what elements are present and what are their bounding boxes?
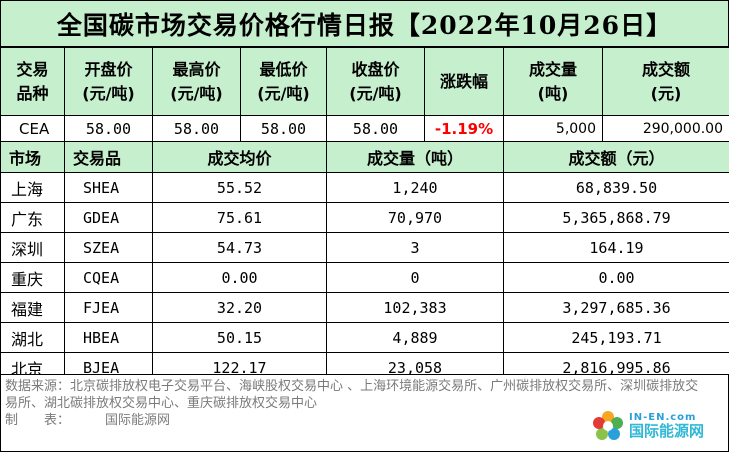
code-cell: SHEA (64, 172, 153, 203)
amount-header-cell: 成交额（元） (503, 141, 729, 173)
code-cell: HBEA (64, 322, 153, 353)
summary-header-cell: 最低价 (元/吨) (240, 47, 327, 116)
avg-cell: 55.52 (152, 172, 327, 203)
market-cell: 深圳 (0, 232, 65, 263)
code-cell: SZEA (64, 232, 153, 263)
summary-header-cell: 开盘价 (元/吨) (64, 47, 153, 116)
market-cell: 广东 (0, 202, 65, 233)
summary-header-cell: 成交额 (元) (602, 47, 729, 116)
code-cell: FJEA (64, 292, 153, 323)
avg-cell: 54.73 (152, 232, 327, 263)
maker-label: 制 表： (5, 413, 71, 428)
summary-header-cell: 最高价 (元/吨) (152, 47, 241, 116)
low-price-cell: 58.00 (240, 115, 327, 142)
summary-table: 交易 品种 开盘价 (元/吨) 最高价 (元/吨) 最低价 (元/吨) 收盘价 (元/吨)… (0, 47, 729, 142)
data-source-text: 数据来源：北京碳排放权电子交易平台、海峡股权交易中心 、上海环境能源交易所、广州… (5, 379, 699, 411)
close-price-cell: 58.00 (326, 115, 425, 142)
table-row: 福建 FJEA 32.20 102,383 3,297,685.36 (0, 292, 729, 323)
amount-cell: 290,000.00 (602, 115, 729, 142)
avg-cell: 32.20 (152, 292, 327, 323)
high-price-cell: 58.00 (152, 115, 241, 142)
avg-cell: 0.00 (152, 262, 327, 293)
change-cell: -1.19% (424, 115, 504, 142)
amount-cell: 5,365,868.79 (503, 202, 729, 233)
code-cell: CQEA (64, 262, 153, 293)
avg-cell: 75.61 (152, 202, 327, 233)
summary-header-cell: 交易 品种 (0, 47, 65, 116)
volume-cell: 4,889 (326, 322, 504, 353)
table-row: 重庆 CQEA 0.00 0 0.00 (0, 262, 729, 293)
market-header-row: 市场 交易品 成交均价 成交量（吨） 成交额（元） (0, 141, 729, 173)
summary-value-row: CEA 58.00 58.00 58.00 58.00 -1.19% 5,000… (0, 115, 729, 142)
code-cell: GDEA (64, 202, 153, 233)
table-row: 湖北 HBEA 50.15 4,889 245,193.71 (0, 322, 729, 353)
product-header-cell: 交易品 (64, 141, 153, 173)
market-table: 市场 交易品 成交均价 成交量（吨） 成交额（元） 上海 SHEA 55.52 … (0, 141, 729, 383)
volume-cell: 1,240 (326, 172, 504, 203)
avg-price-header-cell: 成交均价 (152, 141, 327, 173)
report-title: 全国碳市场交易价格行情日报【2022年10月26日】 (0, 0, 729, 47)
volume-header-cell: 成交量（吨） (326, 141, 504, 173)
volume-cell: 5,000 (503, 115, 603, 142)
market-cell: 重庆 (0, 262, 65, 293)
footer-notes: 数据来源：北京碳排放权电子交易平台、海峡股权交易中心 、上海环境能源交易所、广州… (0, 374, 729, 452)
maker-name: 国际能源网 (105, 413, 171, 428)
flower-logo-icon (593, 411, 623, 440)
product-cell: CEA (0, 115, 65, 142)
summary-header-row: 交易 品种 开盘价 (元/吨) 最高价 (元/吨) 最低价 (元/吨) 收盘价 (元/吨)… (0, 47, 729, 116)
summary-header-cell: 成交量 (吨) (503, 47, 603, 116)
amount-cell: 0.00 (503, 262, 729, 293)
amount-cell: 3,297,685.36 (503, 292, 729, 323)
summary-header-cell: 收盘价 (元/吨) (326, 47, 425, 116)
avg-cell: 50.15 (152, 322, 327, 353)
logo-name-text: 国际能源网 (629, 422, 705, 440)
table-row: 广东 GDEA 75.61 70,970 5,365,868.79 (0, 202, 729, 233)
market-cell: 福建 (0, 292, 65, 323)
maker-line: 制 表： 国际能源网 (5, 412, 724, 429)
volume-cell: 0 (326, 262, 504, 293)
volume-cell: 70,970 (326, 202, 504, 233)
logo-site-text: IN-EN.com (629, 412, 697, 423)
market-cell: 上海 (0, 172, 65, 203)
market-header-cell: 市场 (0, 141, 65, 173)
market-cell: 湖北 (0, 322, 65, 353)
table-row: 深圳 SZEA 54.73 3 164.19 (0, 232, 729, 263)
summary-header-cell: 涨跌幅 (424, 47, 504, 116)
volume-cell: 3 (326, 232, 504, 263)
amount-cell: 245,193.71 (503, 322, 729, 353)
volume-cell: 102,383 (326, 292, 504, 323)
amount-cell: 68,839.50 (503, 172, 729, 203)
amount-cell: 164.19 (503, 232, 729, 263)
site-logo: IN-EN.com 国际能源网 (591, 407, 716, 445)
table-row: 上海 SHEA 55.52 1,240 68,839.50 (0, 172, 729, 203)
open-price-cell: 58.00 (64, 115, 153, 142)
